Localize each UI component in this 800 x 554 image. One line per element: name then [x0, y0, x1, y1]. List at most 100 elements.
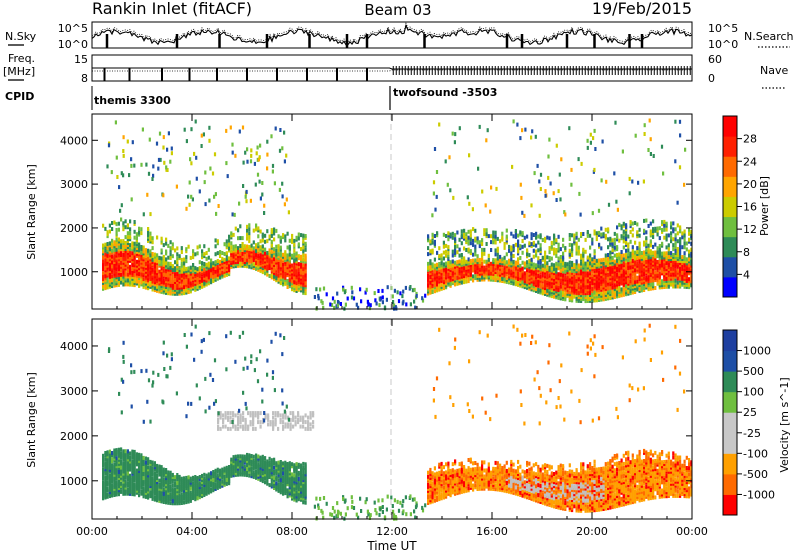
- power-x-axis: [91, 114, 693, 309]
- scatter-cell: [523, 261, 526, 266]
- scatter-cell: [602, 265, 605, 270]
- colorbar-tick-label: 16: [743, 201, 757, 214]
- scatter-cell: [336, 303, 339, 308]
- scatter-cell: [499, 254, 502, 259]
- scatter-cell: [492, 234, 495, 239]
- scatter-cell: [156, 474, 159, 478]
- scatter-cell: [582, 247, 585, 252]
- scatter-cell: [401, 294, 404, 299]
- scatter-cell: [297, 272, 300, 276]
- date-label: 19/Feb/2015: [592, 0, 692, 18]
- scatter-cell: [622, 229, 625, 234]
- scatter-cell: [532, 240, 535, 245]
- scatter-cell: [278, 148, 282, 153]
- scatter-cell: [158, 269, 161, 274]
- scatter-cell: [256, 145, 259, 150]
- scatter-cell: [162, 477, 165, 482]
- scatter-cell: [530, 135, 533, 140]
- scatter-cell: [528, 263, 531, 267]
- scatter-cell: [102, 243, 105, 248]
- scatter-cell: [652, 256, 655, 261]
- scatter-cell: [149, 490, 152, 495]
- scatter-cell: [169, 291, 172, 296]
- scatter-cell: [185, 139, 188, 144]
- freq-panel: [91, 54, 693, 82]
- scatter-cell: [124, 459, 127, 464]
- scatter-cell: [138, 493, 141, 498]
- scatter-cell: [255, 243, 258, 248]
- nsky-frame: [91, 21, 693, 49]
- colorbar-tick-label: 4: [743, 268, 750, 281]
- scatter-cell: [281, 181, 284, 186]
- scatter-cell: [133, 488, 136, 493]
- scatter-cell: [158, 470, 161, 475]
- freq-dropouts: [103, 68, 368, 81]
- scatter-cell: [250, 257, 253, 262]
- scatter-cell: [620, 253, 623, 258]
- scatter-cell: [562, 291, 565, 295]
- scatter-cell: [178, 266, 181, 270]
- cpid-segment-1: themis 3300: [94, 94, 171, 107]
- scatter-cell: [131, 471, 134, 476]
- scatter-cell: [656, 260, 659, 264]
- scatter-cell: [490, 185, 493, 190]
- scatter-cell: [454, 260, 457, 265]
- scatter-cell: [367, 302, 370, 307]
- scatter-cell: [149, 280, 152, 285]
- scatter-cell: [257, 234, 260, 239]
- scatter-cell: [451, 249, 454, 254]
- scatter-cell: [122, 173, 125, 178]
- scatter-cell: [142, 277, 145, 282]
- scatter-cell: [219, 250, 222, 254]
- scatter-cell: [571, 260, 574, 265]
- scatter-cell: [582, 232, 585, 236]
- scatter-cell: [517, 277, 520, 281]
- scatter-cell: [119, 208, 122, 213]
- scatter-cell: [211, 171, 215, 176]
- scatter-cell: [483, 265, 486, 270]
- scatter-cell: [279, 251, 282, 256]
- scatter-cell: [580, 261, 583, 266]
- scatter-cell: [281, 194, 284, 199]
- scatter-cell: [106, 480, 109, 485]
- scatter-cell: [344, 302, 347, 307]
- scatter-cell: [158, 478, 161, 483]
- scatter-cell: [667, 243, 670, 248]
- scatter-cell: [249, 198, 252, 203]
- scatter-cell: [649, 221, 652, 226]
- scatter-cell: [331, 296, 335, 301]
- scatter-cell: [589, 233, 592, 238]
- scatter-cell: [241, 246, 244, 250]
- station-title: Rankin Inlet (fitACF): [92, 0, 252, 18]
- scatter-cell: [508, 248, 511, 253]
- scatter-cell: [431, 272, 434, 277]
- scatter-cell: [124, 449, 127, 454]
- scatter-cell: [133, 163, 136, 168]
- scatter-cell: [649, 137, 652, 142]
- scatter-cell: [589, 257, 592, 262]
- scatter-cell: [207, 255, 210, 260]
- scatter-cell: [679, 237, 682, 242]
- scatter-cell: [237, 246, 240, 251]
- scatter-cell: [277, 248, 280, 253]
- scatter-cell: [661, 279, 664, 284]
- scatter-cell: [165, 478, 168, 483]
- scatter-cell: [131, 267, 134, 271]
- scatter-cell: [171, 277, 174, 282]
- scatter-cell: [530, 232, 533, 237]
- scatter-cell: [131, 459, 134, 464]
- scatter-cell: [663, 235, 666, 240]
- scatter-cell: [568, 260, 571, 265]
- scatter-cell: [427, 261, 430, 266]
- scatter-cell: [436, 286, 439, 291]
- scatter-cell: [503, 242, 506, 246]
- scatter-cell: [539, 274, 542, 279]
- scatter-cell: [539, 288, 542, 293]
- scatter-cell: [192, 272, 195, 277]
- scatter-cell: [532, 254, 535, 259]
- scatter-cell: [409, 302, 412, 307]
- cpid-segment-2: twofsound -3503: [393, 86, 497, 99]
- scatter-cell: [131, 475, 134, 480]
- scatter-cell: [263, 203, 266, 208]
- scatter-cell: [115, 155, 118, 160]
